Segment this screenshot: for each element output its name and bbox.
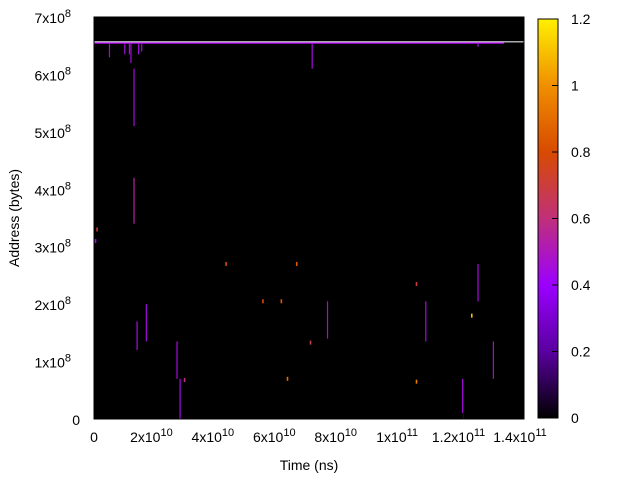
y-tick-label: 3x108 xyxy=(35,238,71,256)
x-tick-label: 0 xyxy=(90,429,98,445)
activity-point xyxy=(183,377,186,382)
y-tick-label: 1x108 xyxy=(35,353,71,371)
y-axis: 0 1x108 2x108 3x108 4x108 5x108 6x108 7x108 xyxy=(35,8,524,428)
activity-segment xyxy=(326,301,329,339)
plot-frame xyxy=(93,16,525,420)
activity-segment xyxy=(141,42,143,52)
top-activity-band xyxy=(94,41,504,44)
activity-segment xyxy=(492,341,494,379)
activity-point xyxy=(295,261,298,266)
x-tick-label: 2x1010 xyxy=(130,427,173,445)
activity-segment xyxy=(425,301,427,342)
activity-segment xyxy=(108,42,111,58)
activity-segment xyxy=(145,304,147,342)
activity-segment xyxy=(124,42,126,55)
colorbar-tick-label: 0.4 xyxy=(571,277,591,293)
colorbar-tick-label: 0.6 xyxy=(571,211,591,227)
y-tick-label: 5x108 xyxy=(35,123,71,141)
activity-point xyxy=(286,376,289,381)
colorbar-tick-label: 0.2 xyxy=(571,344,591,360)
x-tick-label: 4x1010 xyxy=(192,427,235,445)
activity-segment xyxy=(130,42,132,63)
x-tick-label: 1.2x1011 xyxy=(432,427,485,445)
plot-background xyxy=(94,17,524,419)
x-tick-label: 1x1011 xyxy=(376,427,418,445)
activity-segment xyxy=(462,378,464,419)
activity-segment xyxy=(477,42,479,47)
top-boundary-line xyxy=(94,41,524,43)
activity-segment xyxy=(133,177,135,224)
y-tick-label: 0 xyxy=(72,412,80,428)
colorbar-tick-label: 1 xyxy=(571,78,579,94)
x-tick-label: 6x1010 xyxy=(253,427,296,445)
activity-segment xyxy=(128,42,131,55)
activity-segment xyxy=(176,341,178,379)
activity-segment xyxy=(133,68,135,127)
y-tick-label: 6x108 xyxy=(35,65,71,83)
y-axis-label: Address (bytes) xyxy=(6,169,22,267)
activity-segment xyxy=(179,378,181,419)
activity-point xyxy=(415,282,418,287)
x-tick-label: 1.4x1011 xyxy=(493,427,546,445)
y-tick-label: 4x108 xyxy=(35,180,71,198)
colorbar-tick-label: 1.2 xyxy=(571,11,591,27)
activity-point xyxy=(262,299,264,304)
activity-segment xyxy=(138,42,140,55)
activity-point xyxy=(280,299,283,304)
colorbar-axis: 0 0.2 0.4 0.6 0.8 1 1.2 xyxy=(552,11,591,426)
activity-segment xyxy=(136,321,138,351)
colorbar-tick-label: 0 xyxy=(571,410,579,426)
x-tick-label: 8x1010 xyxy=(314,427,357,445)
activity-point xyxy=(225,261,227,266)
activity-point xyxy=(415,379,418,384)
y-tick-label: 2x108 xyxy=(35,295,71,313)
activity-point xyxy=(309,340,312,345)
activity-point xyxy=(96,227,98,232)
activity-segment xyxy=(477,263,479,302)
colorbar-tick-label: 0.8 xyxy=(571,144,591,160)
activity-point xyxy=(470,313,473,318)
heatmap-marks xyxy=(94,41,524,419)
activity-point xyxy=(94,238,97,243)
y-tick-label: 7x108 xyxy=(35,8,71,26)
x-axis-label: Time (ns) xyxy=(280,457,339,473)
activity-segment xyxy=(311,42,313,69)
